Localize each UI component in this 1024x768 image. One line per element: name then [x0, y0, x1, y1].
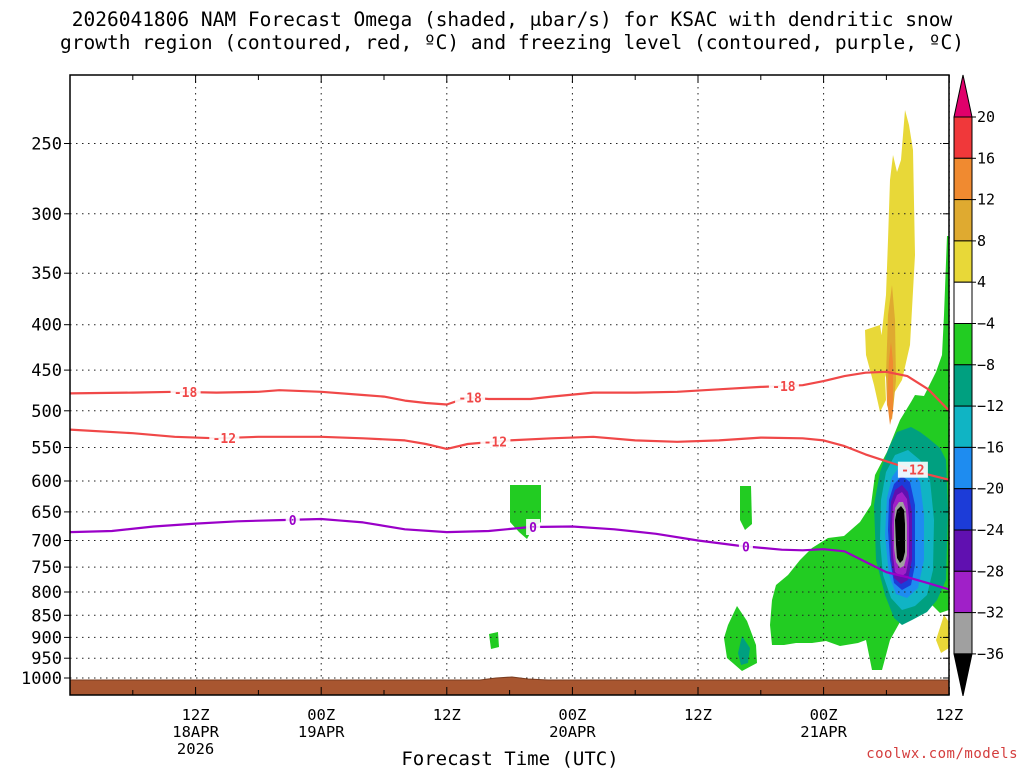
omega-positive-region — [887, 342, 893, 425]
colorbar-label: −4 — [977, 315, 995, 333]
x-axis-label: Forecast Time (UTC) — [401, 748, 618, 768]
contour-label: -18 — [174, 386, 198, 401]
colorbar-segment — [953, 240, 973, 283]
omega-negative-region — [489, 632, 499, 649]
colorbar-segment — [953, 157, 973, 201]
y-tick-label: 600 — [31, 472, 62, 492]
contour-line — [70, 428, 949, 481]
colorbar-segment — [953, 529, 973, 572]
x-tick-label: 00Z — [558, 706, 586, 724]
chart-title-line-1: 2026041806 NAM Forecast Omega (shaded, μ… — [71, 8, 953, 31]
colorbar-segment — [953, 570, 973, 614]
x-tick-label: 12Z — [433, 706, 461, 724]
y-tick-label: 400 — [31, 316, 62, 336]
omega-positive-region — [881, 110, 915, 395]
x-tick-label: 00Z — [810, 706, 838, 724]
source-credit: coolwx.com/models — [866, 746, 1018, 762]
contour-label: 0 — [289, 514, 297, 529]
chart-title: 2026041806 NAM Forecast Omega (shaded, μ… — [0, 8, 1024, 54]
colorbar-segment — [953, 405, 973, 448]
colorbar-label: −24 — [977, 521, 1004, 539]
contour-line — [70, 517, 949, 591]
colorbar-label: 16 — [977, 149, 995, 167]
colorbar-label: 20 — [977, 108, 995, 126]
y-tick-label: 650 — [31, 503, 62, 523]
x-tick-label: 20APR — [549, 723, 596, 741]
colorbar-label: −16 — [977, 438, 1004, 456]
x-tick-label: 12Z — [684, 706, 712, 724]
omega-positive-region — [865, 325, 886, 412]
omega-negative-region — [738, 636, 750, 665]
y-tick-label: 350 — [31, 264, 62, 284]
y-tick-label: 950 — [31, 649, 62, 669]
colorbar-label: −8 — [977, 356, 995, 374]
x-tick-label: 00Z — [307, 706, 335, 724]
contour-line — [70, 370, 949, 413]
y-tick-label: 750 — [31, 558, 62, 578]
colorbar-segment — [953, 488, 973, 531]
y-tick-label: 850 — [31, 606, 62, 626]
colorbar-segment — [953, 446, 973, 490]
y-tick-label: 1000 — [21, 669, 62, 689]
x-tick-label: 19APR — [298, 723, 345, 741]
y-tick-label: 300 — [31, 205, 62, 225]
omega-negative-region — [895, 506, 905, 563]
colorbar-segment — [953, 323, 973, 366]
y-tick-label: 450 — [31, 361, 62, 381]
x-tick-label: 12Z — [182, 706, 210, 724]
colorbar-label: 12 — [977, 191, 995, 209]
omega-positive-region — [936, 615, 949, 653]
contour-label: -12 — [213, 432, 236, 447]
colorbar-label: −36 — [977, 645, 1004, 663]
contour-label: -12 — [901, 464, 924, 479]
chart-title-line-2: growth region (contoured, red, ºC) and f… — [60, 31, 964, 54]
colorbar-segment — [953, 281, 973, 325]
contour-label: 0 — [742, 541, 750, 556]
x-tick-label: 18APR — [172, 723, 219, 741]
y-tick-label: 550 — [31, 439, 62, 459]
colorbar-segment — [953, 364, 973, 407]
contour-label: -18 — [772, 380, 796, 395]
colorbar-label: 8 — [977, 232, 986, 250]
y-tick-label: 500 — [31, 402, 62, 422]
colorbar-label: −28 — [977, 562, 1004, 580]
y-tick-label: 900 — [31, 628, 62, 648]
colorbar-segment — [953, 116, 973, 159]
x-tick-label: 21APR — [800, 723, 847, 741]
colorbar-segment — [953, 612, 973, 655]
colorbar-label: 4 — [977, 273, 986, 291]
x-tick-label: 12Z — [935, 706, 963, 724]
contour-label: -12 — [484, 436, 507, 451]
colorbar-label: −32 — [977, 604, 1004, 622]
colorbar-label: −20 — [977, 480, 1004, 498]
y-tick-label: 700 — [31, 532, 62, 552]
omega-negative-region — [740, 486, 752, 530]
contour-label: 0 — [529, 521, 537, 536]
colorbar-segment — [953, 199, 973, 242]
y-tick-label: 250 — [31, 135, 62, 155]
contour-label: -18 — [458, 392, 482, 407]
colorbar-segment — [953, 653, 973, 697]
colorbar-segment — [953, 74, 973, 118]
y-tick-label: 800 — [31, 583, 62, 603]
colorbar-label: −12 — [977, 397, 1004, 415]
x-tick-label: 2026 — [177, 740, 214, 758]
